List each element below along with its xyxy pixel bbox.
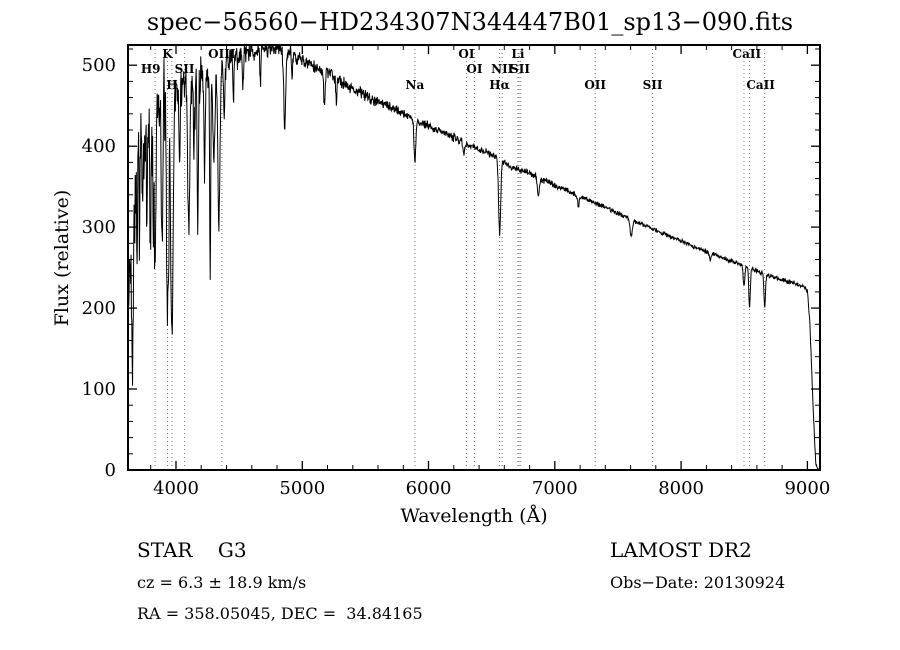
svg-text:OIII: OIII <box>208 47 236 61</box>
svg-text:9000: 9000 <box>784 478 830 499</box>
svg-text:OI: OI <box>466 62 482 76</box>
svg-text:6000: 6000 <box>406 478 452 499</box>
svg-text:5000: 5000 <box>279 478 325 499</box>
svg-text:0: 0 <box>105 460 116 481</box>
y-axis-label: Flux (relative) <box>51 189 73 327</box>
ra-dec-value: RA = 358.05045, DEC = 34.84165 <box>137 604 423 623</box>
svg-text:CaII: CaII <box>746 78 775 92</box>
svg-text:500: 500 <box>82 55 116 76</box>
svg-text:200: 200 <box>82 298 116 319</box>
cz-value: cz = 6.3 ± 18.9 km/s <box>137 573 307 592</box>
svg-text:H9: H9 <box>141 62 161 76</box>
svg-text:Li: Li <box>511 47 524 61</box>
svg-text:300: 300 <box>82 217 116 238</box>
svg-text:100: 100 <box>82 379 116 400</box>
svg-text:NII: NII <box>491 62 514 76</box>
obs-date: Obs−Date: 20130924 <box>610 573 786 592</box>
svg-text:7000: 7000 <box>532 478 578 499</box>
x-axis-label: Wavelength (Å) <box>400 505 548 527</box>
survey-label: LAMOST DR2 <box>610 538 752 562</box>
svg-text:Hα: Hα <box>489 78 510 92</box>
svg-text:K: K <box>162 47 173 61</box>
svg-text:Na: Na <box>406 78 425 92</box>
plot-title: spec−56560−HD234307N344447B01_sp13−090.f… <box>146 8 794 36</box>
svg-text:OI: OI <box>458 47 474 61</box>
svg-text:400: 400 <box>82 136 116 157</box>
svg-text:8000: 8000 <box>658 478 704 499</box>
svg-text:CaII: CaII <box>733 47 762 61</box>
object-class-label: STAR G3 <box>137 538 247 562</box>
svg-text:OII: OII <box>584 78 606 92</box>
svg-text:SII: SII <box>510 62 530 76</box>
svg-text:4000: 4000 <box>153 478 199 499</box>
svg-text:H: H <box>166 78 177 92</box>
svg-text:SII: SII <box>643 78 663 92</box>
svg-text:SII: SII <box>175 62 195 76</box>
